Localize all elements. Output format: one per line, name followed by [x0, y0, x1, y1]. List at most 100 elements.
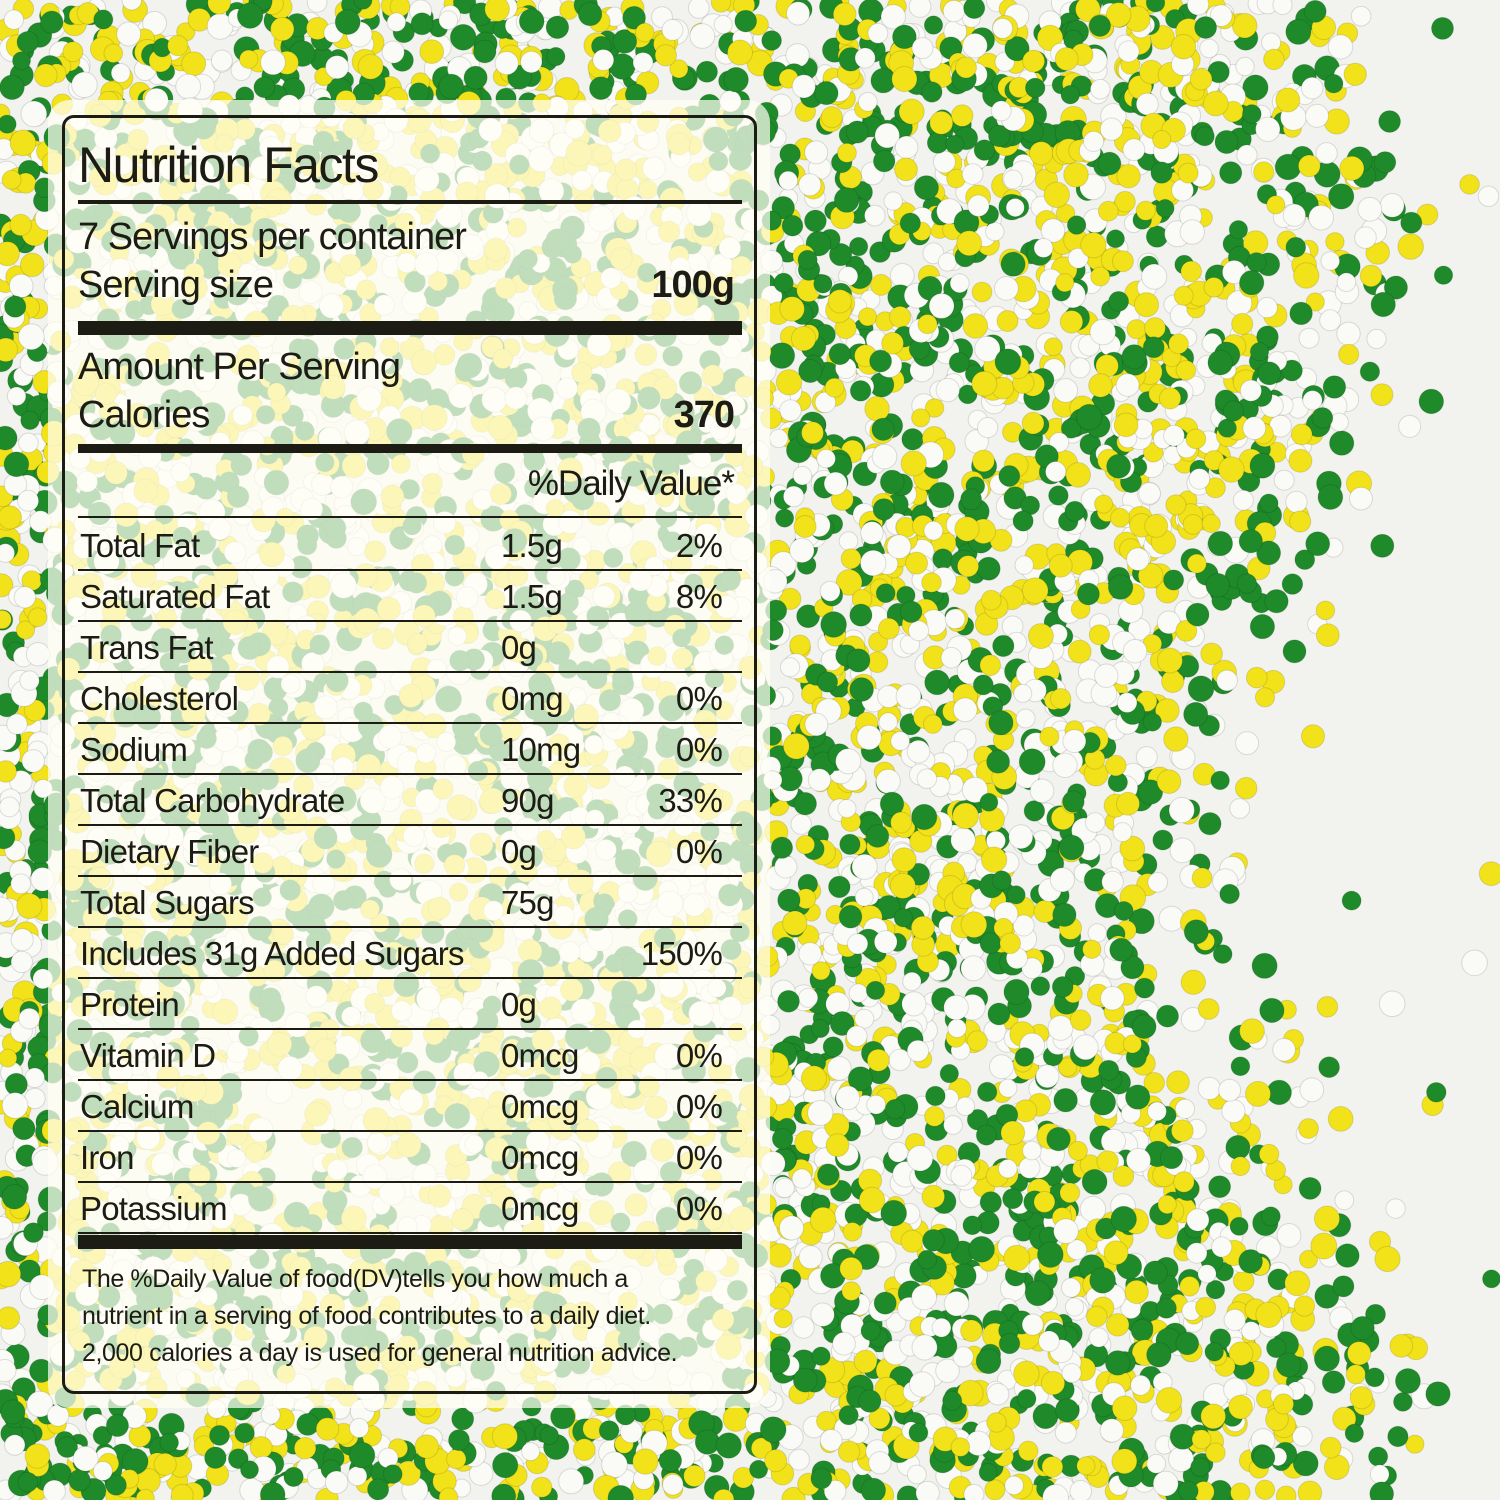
- sprinkle: [1316, 996, 1339, 1018]
- sprinkle: [1168, 1446, 1195, 1473]
- sprinkle: [908, 0, 932, 18]
- sprinkle: [816, 1410, 837, 1432]
- sprinkle: [1394, 1368, 1421, 1394]
- sprinkle: [950, 827, 976, 853]
- sprinkle: [854, 1008, 875, 1029]
- sprinkle: [546, 46, 566, 67]
- sprinkle: [357, 53, 384, 80]
- sprinkle: [1108, 290, 1130, 312]
- sprinkle: [1298, 1118, 1319, 1139]
- sprinkle: [1317, 484, 1344, 511]
- sprinkle: [1405, 1434, 1425, 1454]
- sprinkle: [1242, 74, 1269, 101]
- sprinkle: [1319, 309, 1342, 332]
- sprinkle: [1350, 5, 1372, 27]
- sprinkle: [1228, 220, 1249, 240]
- sprinkle: [1291, 1426, 1313, 1447]
- sprinkle: [950, 104, 974, 127]
- sprinkle: [976, 556, 1001, 581]
- sprinkle: [1098, 1059, 1120, 1081]
- sprinkle: [810, 1302, 835, 1327]
- sprinkle: [1298, 1176, 1322, 1200]
- sprinkle: [1067, 639, 1092, 664]
- sprinkle: [1366, 328, 1387, 350]
- sprinkle: [1370, 533, 1395, 558]
- sprinkle: [1350, 1315, 1375, 1341]
- sprinkle: [1054, 1421, 1077, 1444]
- sprinkle: [984, 1479, 1006, 1500]
- sprinkle: [1328, 183, 1355, 210]
- sprinkle: [1345, 1364, 1366, 1385]
- sprinkle: [1370, 291, 1396, 318]
- sprinkle: [1323, 1454, 1350, 1481]
- sprinkle: [1272, 1038, 1296, 1062]
- sprinkle: [1433, 265, 1454, 285]
- sprinkle: [1134, 977, 1155, 999]
- sprinkle: [780, 657, 801, 678]
- sprinkle: [952, 697, 978, 723]
- sprinkle: [1234, 776, 1258, 800]
- sprinkle: [1156, 1004, 1179, 1028]
- sprinkle: [1461, 949, 1488, 977]
- sprinkle: [1336, 321, 1361, 346]
- sprinkle: [1374, 1245, 1401, 1273]
- sprinkle: [347, 1466, 368, 1487]
- sprinkle: [463, 65, 488, 90]
- sprinkle: [962, 32, 988, 59]
- sprinkle: [1069, 357, 1091, 379]
- sprinkle: [1308, 204, 1334, 231]
- sprinkle: [1385, 1198, 1406, 1219]
- sprinkle: [1378, 990, 1406, 1018]
- sprinkle: [1346, 1341, 1372, 1366]
- sprinkle: [792, 1316, 815, 1339]
- sprinkle: [234, 1422, 255, 1444]
- sprinkle: [1299, 1077, 1325, 1103]
- sprinkle: [1169, 1423, 1196, 1450]
- sprinkle: [889, 305, 912, 329]
- sprinkle: [811, 1346, 831, 1366]
- sprinkle: [1006, 885, 1026, 905]
- sprinkle: [1285, 490, 1308, 514]
- sprinkle: [1221, 1099, 1246, 1124]
- sprinkle: [1327, 34, 1354, 60]
- sprinkle: [889, 263, 915, 288]
- sprinkle: [1004, 1475, 1024, 1496]
- sprinkle: [979, 1191, 1002, 1214]
- sprinkle: [1318, 1056, 1340, 1079]
- sprinkle: [4, 1434, 26, 1456]
- sprinkle: [1197, 1264, 1217, 1284]
- sprinkle: [998, 1078, 1018, 1098]
- sprinkle: [1339, 155, 1365, 181]
- sprinkle: [1126, 319, 1147, 340]
- sprinkle: [1344, 1423, 1365, 1444]
- sprinkle: [1369, 1464, 1390, 1485]
- sprinkle: [1040, 1370, 1066, 1396]
- sprinkle: [1393, 1392, 1413, 1412]
- sprinkle: [1032, 1403, 1059, 1430]
- sprinkle: [1332, 1275, 1355, 1298]
- sprinkle: [1197, 1076, 1222, 1101]
- sprinkle: [972, 449, 995, 473]
- sprinkle: [1359, 264, 1383, 288]
- sprinkle: [1327, 1106, 1354, 1132]
- sprinkle: [1030, 976, 1051, 997]
- sprinkle: [1012, 510, 1034, 532]
- sprinkle: [822, 1036, 844, 1058]
- sprinkle: [1180, 1007, 1206, 1032]
- sprinkle: [1389, 1333, 1414, 1358]
- sprinkle: [960, 955, 987, 982]
- sprinkle: [1275, 1485, 1297, 1500]
- sprinkle: [987, 1002, 1011, 1026]
- sprinkle: [1124, 1279, 1149, 1305]
- sprinkle: [1235, 56, 1255, 77]
- sprinkle: [789, 634, 811, 657]
- sprinkle: [1431, 16, 1454, 40]
- sprinkle: [887, 1141, 909, 1163]
- sprinkle: [1253, 161, 1275, 183]
- sprinkle: [943, 1115, 963, 1135]
- sprinkle: [1425, 1381, 1451, 1407]
- sprinkle: [1063, 162, 1089, 188]
- sprinkle: [875, 583, 896, 604]
- sprinkle: [449, 23, 477, 51]
- sprinkle: [768, 342, 796, 370]
